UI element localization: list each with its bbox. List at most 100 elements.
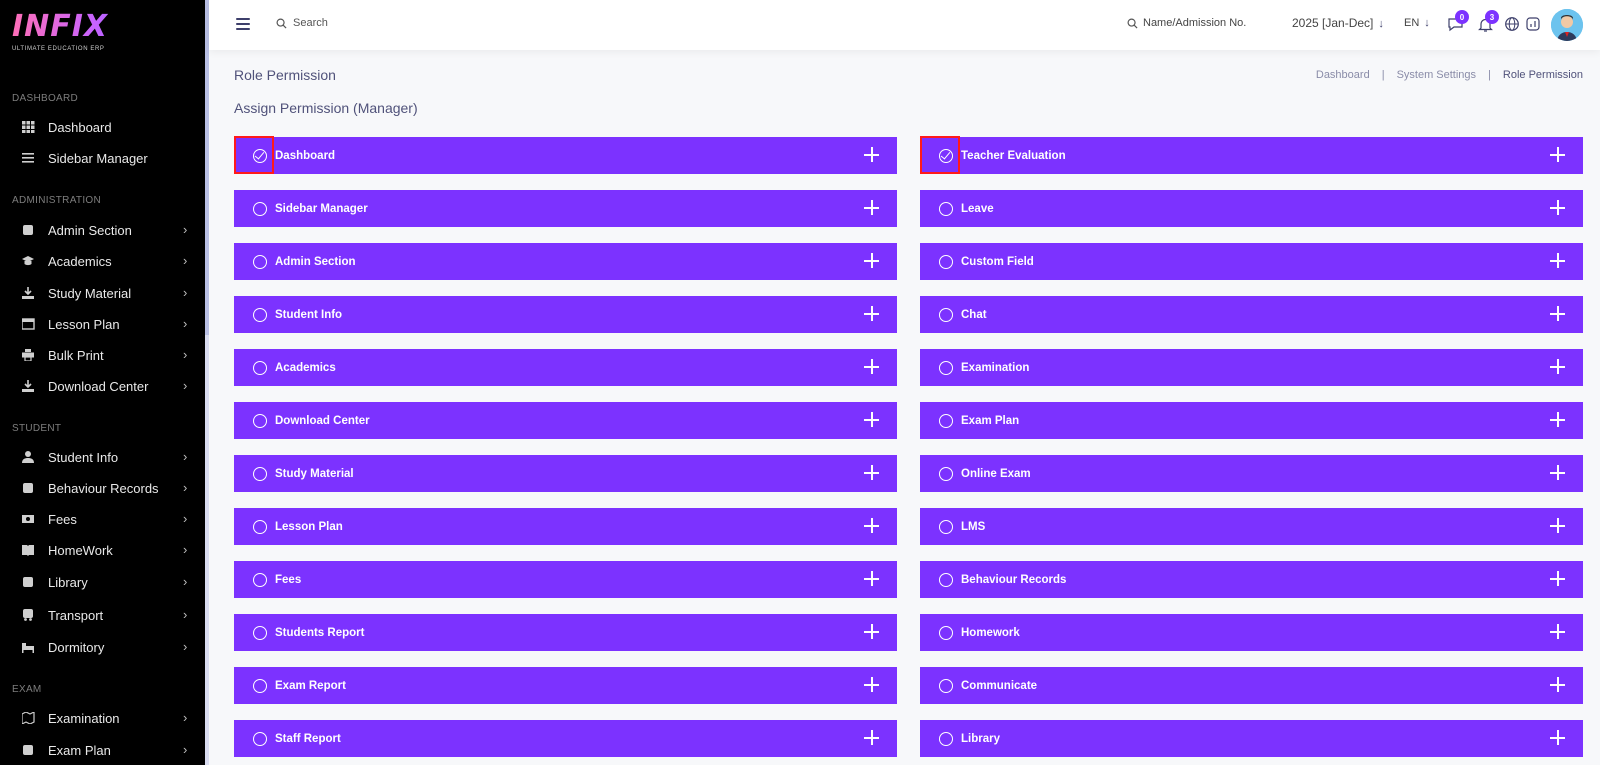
checked-circle-icon[interactable] [939, 149, 953, 163]
plus-icon[interactable] [864, 147, 879, 162]
sidebar-item-lesson-plan[interactable]: Lesson Plan › [0, 311, 205, 337]
sidebar-scrollbar[interactable] [205, 0, 209, 765]
radio-circle-icon[interactable] [253, 573, 267, 587]
radio-circle-icon[interactable] [939, 467, 953, 481]
plus-icon[interactable] [1550, 253, 1565, 268]
permission-sidebar-manager[interactable]: Sidebar Manager [234, 190, 897, 227]
plus-icon[interactable] [864, 359, 879, 374]
sidebar-item-download-center[interactable]: Download Center › [0, 373, 205, 399]
radio-circle-icon[interactable] [253, 467, 267, 481]
permission-chat[interactable]: Chat [920, 296, 1583, 333]
sidebar-item-transport[interactable]: Transport › [0, 602, 205, 628]
permission-download-center[interactable]: Download Center [234, 402, 897, 439]
permission-admin-section[interactable]: Admin Section [234, 243, 897, 280]
plus-icon[interactable] [1550, 306, 1565, 321]
checked-circle-icon[interactable] [253, 149, 267, 163]
radio-circle-icon[interactable] [939, 732, 953, 746]
radio-circle-icon[interactable] [939, 626, 953, 640]
radio-circle-icon[interactable] [253, 679, 267, 693]
breadcrumb-dashboard[interactable]: Dashboard [1315, 69, 1370, 81]
permission-dashboard[interactable]: Dashboard [234, 136, 897, 174]
radio-circle-icon[interactable] [939, 520, 953, 534]
plus-icon[interactable] [864, 412, 879, 427]
permission-communicate[interactable]: Communicate [920, 667, 1583, 704]
plus-icon[interactable] [864, 730, 879, 745]
plus-icon[interactable] [864, 571, 879, 586]
permission-lms[interactable]: LMS [920, 508, 1583, 545]
plus-icon[interactable] [864, 677, 879, 692]
permission-teacher-evaluation[interactable]: Teacher Evaluation [920, 136, 1583, 174]
radio-circle-icon[interactable] [253, 732, 267, 746]
academic-year-select[interactable]: 2025 [Jan-Dec] ↓ [1292, 16, 1384, 30]
plus-icon[interactable] [1550, 200, 1565, 215]
sidebar-item-dormitory[interactable]: Dormitory › [0, 634, 205, 660]
radio-circle-icon[interactable] [253, 520, 267, 534]
radio-circle-icon[interactable] [253, 255, 267, 269]
user-avatar[interactable] [1551, 9, 1583, 41]
sidebar-item-dashboard[interactable]: Dashboard [0, 114, 205, 140]
permission-student-info[interactable]: Student Info [234, 296, 897, 333]
admission-search[interactable] [1127, 17, 1273, 29]
language-select[interactable]: EN ↓ [1404, 17, 1430, 29]
permission-study-material[interactable]: Study Material [234, 455, 897, 492]
plus-icon[interactable] [864, 306, 879, 321]
permission-library[interactable]: Library [920, 720, 1583, 757]
permission-exam-report[interactable]: Exam Report [234, 667, 897, 704]
radio-circle-icon[interactable] [939, 202, 953, 216]
plus-icon[interactable] [1550, 359, 1565, 374]
plus-icon[interactable] [1550, 518, 1565, 533]
sidebar-item-student-info[interactable]: Student Info › [0, 444, 205, 470]
radio-circle-icon[interactable] [253, 361, 267, 375]
radio-circle-icon[interactable] [939, 679, 953, 693]
analytics-button[interactable] [1525, 16, 1542, 33]
global-search[interactable] [276, 17, 473, 29]
permission-exam-plan[interactable]: Exam Plan [920, 402, 1583, 439]
sidebar-item-study-material[interactable]: Study Material › [0, 280, 205, 306]
radio-circle-icon[interactable] [939, 361, 953, 375]
plus-icon[interactable] [864, 200, 879, 215]
permission-staff-report[interactable]: Staff Report [234, 720, 897, 757]
permission-examination[interactable]: Examination [920, 349, 1583, 386]
radio-circle-icon[interactable] [253, 308, 267, 322]
radio-circle-icon[interactable] [939, 255, 953, 269]
permission-academics[interactable]: Academics [234, 349, 897, 386]
sidebar-item-admin-section[interactable]: Admin Section › [0, 217, 205, 243]
sidebar-item-library[interactable]: Library › [0, 569, 205, 595]
plus-icon[interactable] [864, 465, 879, 480]
scrollbar-thumb[interactable] [205, 0, 209, 335]
notification-button[interactable]: 3 [1477, 10, 1499, 33]
website-button[interactable] [1504, 16, 1521, 33]
plus-icon[interactable] [1550, 624, 1565, 639]
sidebar-item-academics[interactable]: Academics › [0, 248, 205, 274]
permission-leave[interactable]: Leave [920, 190, 1583, 227]
plus-icon[interactable] [864, 624, 879, 639]
sidebar-item-exam-plan[interactable]: Exam Plan › [0, 737, 205, 763]
radio-circle-icon[interactable] [253, 626, 267, 640]
permission-behaviour-records[interactable]: Behaviour Records [920, 561, 1583, 598]
permission-homework[interactable]: Homework [920, 614, 1583, 651]
sidebar-item-sidebar-manager[interactable]: Sidebar Manager [0, 145, 205, 171]
sidebar-item-bulk-print[interactable]: Bulk Print › [0, 342, 205, 368]
sidebar-item-behaviour-records[interactable]: Behaviour Records › [0, 475, 205, 501]
radio-circle-icon[interactable] [253, 202, 267, 216]
breadcrumb-system-settings[interactable]: System Settings [1396, 69, 1477, 81]
permission-custom-field[interactable]: Custom Field [920, 243, 1583, 280]
plus-icon[interactable] [1550, 677, 1565, 692]
plus-icon[interactable] [1550, 147, 1565, 162]
brand-logo[interactable]: INFIX ULTIMATE EDUCATION ERP [12, 12, 162, 56]
plus-icon[interactable] [1550, 465, 1565, 480]
plus-icon[interactable] [1550, 571, 1565, 586]
radio-circle-icon[interactable] [253, 414, 267, 428]
plus-icon[interactable] [1550, 730, 1565, 745]
radio-circle-icon[interactable] [939, 414, 953, 428]
radio-circle-icon[interactable] [939, 573, 953, 587]
sidebar-item-fees[interactable]: Fees › [0, 506, 205, 532]
search-input[interactable] [293, 17, 473, 29]
permission-lesson-plan[interactable]: Lesson Plan [234, 508, 897, 545]
admission-search-input[interactable] [1143, 17, 1273, 29]
plus-icon[interactable] [864, 253, 879, 268]
radio-circle-icon[interactable] [939, 308, 953, 322]
plus-icon[interactable] [1550, 412, 1565, 427]
permission-students-report[interactable]: Students Report [234, 614, 897, 651]
sidebar-item-homework[interactable]: HomeWork › [0, 537, 205, 563]
